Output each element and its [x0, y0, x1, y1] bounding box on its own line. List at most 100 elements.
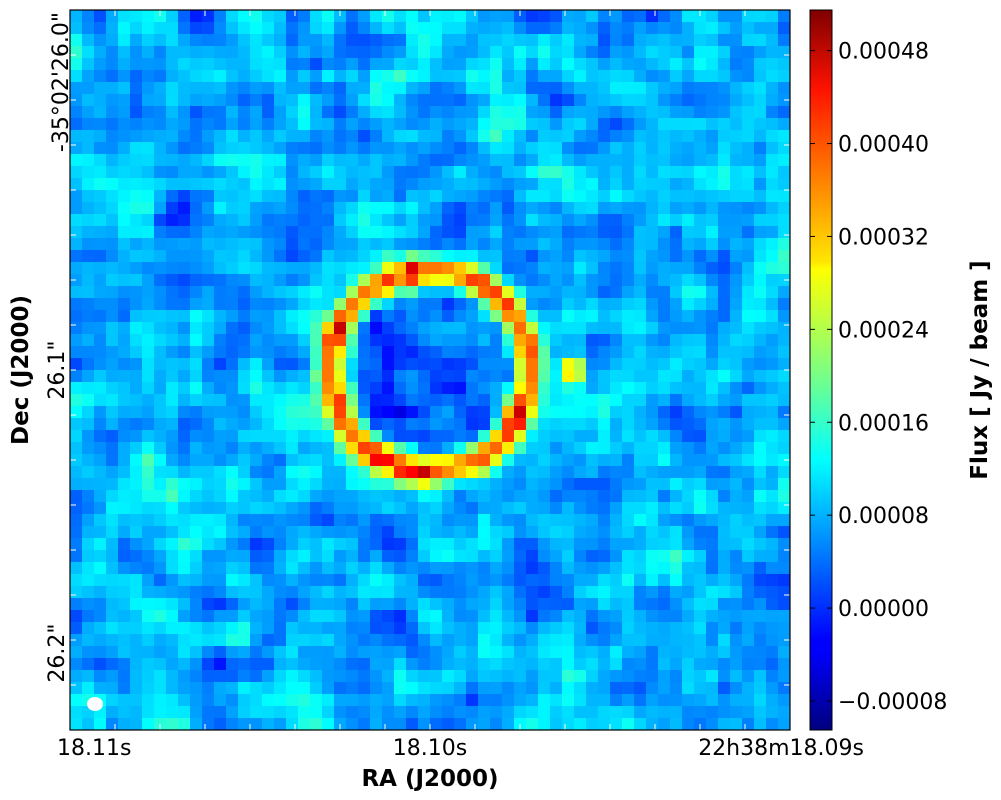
- heatmap-cell: [310, 610, 323, 623]
- heatmap-cell: [382, 454, 395, 467]
- heatmap-cell: [334, 226, 347, 239]
- heatmap-cell: [298, 562, 311, 575]
- heatmap-cell: [334, 622, 347, 635]
- heatmap-cell: [466, 118, 479, 131]
- heatmap-cell: [754, 562, 767, 575]
- heatmap-cell: [118, 46, 131, 59]
- heatmap-cell: [262, 658, 275, 671]
- heatmap-cell: [250, 274, 263, 287]
- heatmap-cell: [586, 46, 599, 59]
- heatmap-cell: [298, 346, 311, 359]
- heatmap-cell: [130, 58, 143, 71]
- heatmap-cell: [718, 34, 731, 47]
- heatmap-cell: [94, 346, 107, 359]
- heatmap-cell: [334, 178, 347, 191]
- heatmap-cell: [478, 250, 491, 263]
- heatmap-cell: [502, 322, 515, 335]
- heatmap-cell: [298, 598, 311, 611]
- heatmap-cell: [682, 334, 695, 347]
- heatmap-cell: [754, 574, 767, 587]
- heatmap-cell: [646, 430, 659, 443]
- heatmap-cell: [706, 226, 719, 239]
- heatmap-cell: [106, 442, 119, 455]
- heatmap-cell: [634, 718, 647, 730]
- heatmap-cell: [598, 718, 611, 730]
- heatmap-cell: [190, 154, 203, 167]
- heatmap-cell: [562, 346, 575, 359]
- heatmap-cell: [730, 670, 743, 683]
- heatmap-cell: [106, 430, 119, 443]
- heatmap-cell: [322, 322, 335, 335]
- heatmap-cell: [178, 622, 191, 635]
- heatmap-cell: [754, 658, 767, 671]
- heatmap-cell: [730, 490, 743, 503]
- heatmap-cell: [526, 550, 539, 563]
- heatmap-cell: [82, 598, 95, 611]
- heatmap-cell: [430, 442, 443, 455]
- heatmap-cell: [322, 454, 335, 467]
- heatmap-cell: [322, 178, 335, 191]
- heatmap-cell: [262, 214, 275, 227]
- heatmap-cell: [490, 22, 503, 35]
- heatmap-cell: [370, 514, 383, 527]
- heatmap-cell: [190, 622, 203, 635]
- heatmap-cell: [94, 490, 107, 503]
- heatmap-cell: [718, 46, 731, 59]
- heatmap-cell: [142, 202, 155, 215]
- heatmap-cell: [118, 406, 131, 419]
- heatmap-cell: [550, 58, 563, 71]
- heatmap-cell: [418, 658, 431, 671]
- heatmap-cell: [454, 10, 467, 23]
- heatmap-cell: [586, 262, 599, 275]
- heatmap-cell: [466, 550, 479, 563]
- heatmap-cell: [778, 442, 790, 455]
- heatmap-cell: [274, 538, 287, 551]
- heatmap-cell: [778, 610, 790, 623]
- heatmap-cell: [430, 82, 443, 95]
- heatmap-cell: [190, 130, 203, 143]
- heatmap-cell: [250, 106, 263, 119]
- heatmap-cell: [778, 154, 790, 167]
- heatmap-cell: [454, 706, 467, 719]
- heatmap-cell: [322, 586, 335, 599]
- heatmap-cell: [178, 22, 191, 35]
- heatmap-cell: [166, 250, 179, 263]
- heatmap-cell: [766, 46, 779, 59]
- heatmap-cell: [646, 214, 659, 227]
- heatmap-cell: [226, 358, 239, 371]
- heatmap-cell: [286, 106, 299, 119]
- heatmap-cell: [490, 430, 503, 443]
- heatmap-cell: [274, 166, 287, 179]
- heatmap-cell: [298, 58, 311, 71]
- heatmap-cell: [370, 130, 383, 143]
- heatmap-cell: [550, 94, 563, 107]
- heatmap-cell: [418, 406, 431, 419]
- heatmap-cell: [490, 310, 503, 323]
- heatmap-cell: [70, 190, 83, 203]
- heatmap-cell: [502, 598, 515, 611]
- heatmap-cell: [238, 406, 251, 419]
- heatmap-cell: [370, 682, 383, 695]
- heatmap-cell: [430, 526, 443, 539]
- heatmap-cell: [370, 286, 383, 299]
- heatmap-cell: [418, 22, 431, 35]
- heatmap-cell: [730, 322, 743, 335]
- heatmap-cell: [490, 370, 503, 383]
- heatmap-cell: [490, 154, 503, 167]
- heatmap-cell: [598, 598, 611, 611]
- heatmap-cell: [610, 406, 623, 419]
- heatmap-cell: [166, 574, 179, 587]
- heatmap-cell: [322, 406, 335, 419]
- heatmap-cell: [454, 406, 467, 419]
- heatmap-cell: [346, 286, 359, 299]
- heatmap-cell: [106, 514, 119, 527]
- heatmap-cell: [418, 550, 431, 563]
- heatmap-cell: [430, 298, 443, 311]
- heatmap-cell: [142, 130, 155, 143]
- heatmap-cell: [346, 670, 359, 683]
- heatmap-cell: [610, 382, 623, 395]
- heatmap-cell: [706, 34, 719, 47]
- heatmap-cell: [226, 610, 239, 623]
- heatmap-cell: [166, 130, 179, 143]
- heatmap-cell: [550, 610, 563, 623]
